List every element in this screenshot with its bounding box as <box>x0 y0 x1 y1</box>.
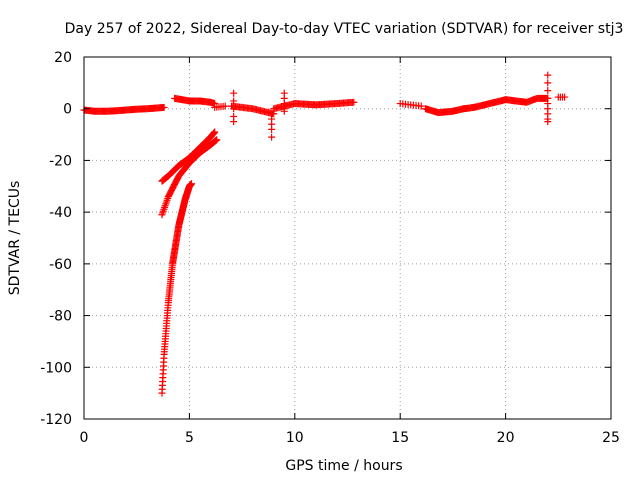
data-point <box>544 118 552 126</box>
x-tick-label: 15 <box>391 430 409 446</box>
data-point <box>417 102 425 110</box>
x-tick-label: 10 <box>286 430 304 446</box>
data-point <box>210 129 218 137</box>
y-tick-label: -20 <box>49 153 72 169</box>
data-point <box>561 93 569 101</box>
plot-frame <box>83 56 612 420</box>
data-point <box>188 180 196 188</box>
x-tick-label: 5 <box>185 430 194 446</box>
x-axis-label: GPS time / hours <box>285 458 402 474</box>
data-point <box>230 97 238 105</box>
data-point <box>544 71 552 79</box>
y-tick-label: -60 <box>49 257 72 273</box>
data-point <box>230 89 238 97</box>
y-tick-label: -40 <box>49 205 72 221</box>
chart-title: Day 257 of 2022, Sidereal Day-to-day VTE… <box>65 21 624 37</box>
data-point <box>160 103 168 111</box>
data-point <box>211 128 219 136</box>
y-tick-label: 20 <box>54 50 72 66</box>
data-point <box>268 133 276 141</box>
data-point <box>544 79 552 87</box>
y-tick-label: -80 <box>49 309 72 325</box>
data-point <box>350 98 358 106</box>
data-point <box>213 136 221 144</box>
data-point <box>221 102 229 110</box>
x-tick-label: 20 <box>497 430 515 446</box>
y-tick-label: 0 <box>63 102 72 118</box>
axis-ticks: 0 5 10 15 20 25 20 0 -20 -40 -60 -80 -100 -120 <box>40 50 620 446</box>
x-tick-label: 25 <box>602 430 620 446</box>
x-tick-label: 0 <box>80 430 89 446</box>
y-axis-label: SDTVAR / TECUs <box>7 181 23 296</box>
grid <box>84 57 611 419</box>
data-point <box>544 87 552 95</box>
y-tick-label: -120 <box>40 412 72 428</box>
y-tick-label: -100 <box>40 360 72 376</box>
data-point <box>268 110 276 118</box>
data-point <box>280 107 288 115</box>
data-point <box>230 118 238 126</box>
data-points <box>80 71 569 397</box>
data-point <box>230 105 238 113</box>
data-point <box>209 129 217 137</box>
